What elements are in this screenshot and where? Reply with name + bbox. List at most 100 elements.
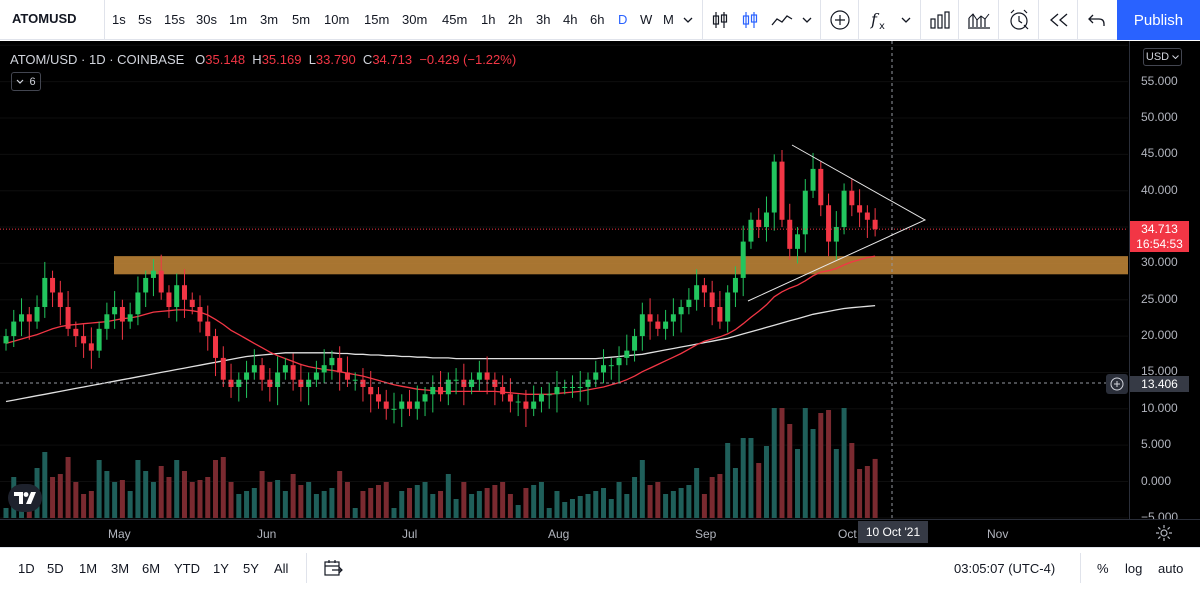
candle-body[interactable] <box>476 372 482 380</box>
candle-body[interactable] <box>166 292 172 308</box>
candle-body[interactable] <box>344 372 350 380</box>
candle-body[interactable] <box>282 365 288 373</box>
candle-body[interactable] <box>422 394 428 402</box>
candle-body[interactable] <box>732 277 738 293</box>
interval-w[interactable]: W <box>640 12 653 27</box>
candle-body[interactable] <box>42 277 48 308</box>
candle-body[interactable] <box>399 401 405 409</box>
candle-body[interactable] <box>150 270 156 278</box>
alert-button[interactable] <box>1006 8 1032 32</box>
candle-body[interactable] <box>717 307 723 322</box>
add-alert-button[interactable] <box>1106 374 1128 394</box>
candle-body[interactable] <box>57 292 63 308</box>
candle-body[interactable] <box>81 336 87 344</box>
candle-body[interactable] <box>725 292 731 322</box>
undo-button[interactable] <box>1084 8 1110 32</box>
candle-body[interactable] <box>748 219 754 242</box>
line-chart-button[interactable] <box>769 8 795 32</box>
symbol-search-button[interactable]: ATOMUSD <box>12 11 77 26</box>
candle-body[interactable] <box>127 314 133 322</box>
candles-button[interactable] <box>707 8 733 32</box>
percent-scale-toggle[interactable]: % <box>1097 561 1109 576</box>
candle-body[interactable] <box>469 379 475 387</box>
interval-15s[interactable]: 15s <box>164 12 185 27</box>
interval-3h[interactable]: 3h <box>536 12 551 27</box>
candle-body[interactable] <box>213 336 219 358</box>
candle-body[interactable] <box>337 357 343 373</box>
candle-body[interactable] <box>135 292 141 315</box>
candle-body[interactable] <box>857 205 863 213</box>
candle-body[interactable] <box>143 277 149 293</box>
symmetrical-triangle-drawing[interactable] <box>747 144 927 302</box>
interval-30m[interactable]: 30m <box>402 12 428 27</box>
candle-body[interactable] <box>639 314 645 337</box>
candle-body[interactable] <box>515 401 521 403</box>
candle-body[interactable] <box>740 241 746 278</box>
candle-body[interactable] <box>546 394 552 396</box>
candle-body[interactable] <box>562 386 568 388</box>
range-5y[interactable]: 5Y <box>243 561 259 576</box>
indicators-collapse-button[interactable]: 6 <box>11 72 41 91</box>
candle-body[interactable] <box>647 314 653 322</box>
candle-body[interactable] <box>313 372 319 380</box>
interval-3m[interactable]: 3m <box>260 12 279 27</box>
interval-1h[interactable]: 1h <box>481 12 496 27</box>
candle-body[interactable] <box>50 277 56 293</box>
candle-body[interactable] <box>826 205 832 242</box>
candle-body[interactable] <box>616 357 622 366</box>
candle-body[interactable] <box>763 212 769 228</box>
tradingview-logo[interactable] <box>8 484 42 512</box>
candle-body[interactable] <box>833 227 839 242</box>
candle-body[interactable] <box>368 386 374 395</box>
candle-body[interactable] <box>453 379 459 381</box>
interval-5m[interactable]: 5m <box>292 12 311 27</box>
range-6m[interactable]: 6M <box>142 561 161 576</box>
candle-body[interactable] <box>593 372 599 380</box>
candle-body[interactable] <box>414 401 420 409</box>
candle-body[interactable] <box>624 350 630 358</box>
candle-body[interactable] <box>321 365 327 373</box>
interval-30s[interactable]: 30s <box>196 12 217 27</box>
candle-body[interactable] <box>663 321 669 329</box>
candle-body[interactable] <box>818 168 824 206</box>
candle-body[interactable] <box>701 285 707 293</box>
candle-body[interactable] <box>601 365 607 373</box>
indicators-dropdown[interactable] <box>898 8 914 32</box>
interval-4h[interactable]: 4h <box>563 12 578 27</box>
candle-body[interactable] <box>290 365 296 380</box>
candle-body[interactable] <box>841 190 847 228</box>
candle-body[interactable] <box>810 168 816 191</box>
candle-body[interactable] <box>375 394 381 402</box>
candle-body[interactable] <box>19 314 25 322</box>
range-ytd[interactable]: YTD <box>174 561 200 576</box>
candle-body[interactable] <box>523 401 529 409</box>
timezone-clock[interactable]: 03:05:07 (UTC-4) <box>954 561 1056 576</box>
candle-body[interactable] <box>96 328 102 351</box>
candle-body[interactable] <box>189 299 195 308</box>
candle-body[interactable] <box>267 379 273 387</box>
candle-body[interactable] <box>445 379 451 395</box>
candle-body[interactable] <box>538 394 544 402</box>
interval-1m[interactable]: 1m <box>229 12 248 27</box>
candle-body[interactable] <box>73 328 79 337</box>
log-scale-toggle[interactable]: log <box>1125 561 1143 576</box>
candle-body[interactable] <box>438 386 444 395</box>
candle-body[interactable] <box>383 401 389 409</box>
chart-settings-button[interactable] <box>1155 524 1173 547</box>
candle-body[interactable] <box>158 270 164 293</box>
candle-body[interactable] <box>220 357 226 380</box>
candle-body[interactable] <box>632 336 638 351</box>
candle-body[interactable] <box>795 234 801 249</box>
resistance-zone[interactable] <box>114 256 1128 275</box>
candle-body[interactable] <box>65 307 71 329</box>
go-to-date-button[interactable] <box>320 556 346 580</box>
interval-6h[interactable]: 6h <box>590 12 605 27</box>
candle-body[interactable] <box>251 365 257 373</box>
candle-body[interactable] <box>771 161 777 213</box>
interval-15m[interactable]: 15m <box>364 12 390 27</box>
price-chart-svg[interactable] <box>0 41 1128 519</box>
candle-body[interactable] <box>430 386 436 395</box>
candle-body[interactable] <box>104 314 110 329</box>
price-axis[interactable] <box>1129 41 1200 519</box>
